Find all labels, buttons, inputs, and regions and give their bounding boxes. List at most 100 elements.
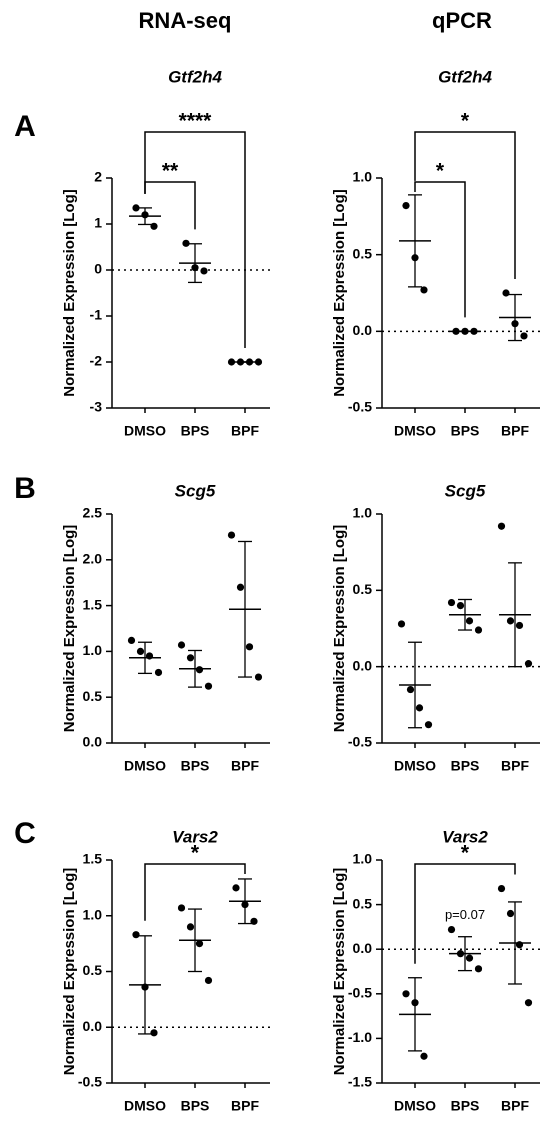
data-point	[195, 666, 204, 674]
data-point	[195, 940, 204, 948]
y-tick-label: 0	[94, 261, 102, 277]
y-tick-label: 1.0	[353, 169, 373, 185]
data-point	[154, 668, 163, 677]
data-point	[420, 286, 428, 294]
data-point	[520, 332, 528, 340]
x-tick-label: BPS	[181, 758, 210, 774]
data-point	[132, 204, 140, 212]
data-point	[254, 673, 263, 681]
y-tick-label: -0.5	[348, 399, 372, 415]
data-point	[186, 654, 195, 662]
data-point	[497, 884, 506, 893]
x-tick-label: BPS	[451, 1098, 480, 1114]
y-tick-label: 2	[94, 169, 102, 185]
significance-label: *	[191, 842, 200, 865]
data-point	[182, 239, 190, 247]
x-tick-label: DMSO	[394, 1098, 436, 1114]
significance-bracket	[144, 131, 246, 348]
chart-title: Gtf2h4	[438, 67, 492, 86]
data-point	[232, 884, 240, 892]
chart-title: Gtf2h4	[168, 67, 222, 86]
data-point	[420, 1052, 428, 1060]
y-axis-label: Normalized Expression [Log]	[331, 868, 348, 1076]
y-tick-label: 0.5	[353, 895, 373, 911]
chart-title: Scg5	[445, 481, 486, 500]
y-tick-label: 1.5	[83, 596, 103, 612]
y-tick-label: -1	[90, 307, 103, 323]
y-axis-label: Normalized Expression [Log]	[331, 189, 348, 397]
significance-bracket	[414, 131, 516, 279]
data-point	[150, 1029, 158, 1037]
data-point	[406, 685, 415, 694]
y-tick-label: -1.5	[348, 1074, 372, 1090]
y-axis-label: Normalized Expression [Log]	[61, 868, 78, 1076]
data-point	[524, 999, 533, 1007]
data-point	[447, 598, 456, 607]
significance-bracket	[414, 863, 516, 964]
y-tick-label: 0.5	[83, 962, 103, 978]
annotation: p=0.07	[445, 907, 485, 922]
data-point	[474, 626, 483, 634]
y-tick-label: 0.0	[83, 1018, 103, 1034]
x-tick-label: BPF	[231, 758, 259, 774]
y-axis-label: Normalized Expression [Log]	[331, 525, 348, 733]
data-point	[465, 954, 474, 962]
data-point	[524, 660, 533, 668]
data-point	[204, 682, 213, 690]
chart-title: Vars2	[172, 827, 218, 846]
chart-title: Scg5	[175, 481, 216, 500]
data-point	[150, 222, 158, 230]
significance-bracket	[144, 863, 246, 921]
chart-title: Vars2	[442, 827, 488, 846]
x-tick-label: DMSO	[394, 423, 436, 439]
y-tick-label: 1.0	[353, 851, 373, 867]
y-tick-label: 1.0	[353, 505, 373, 521]
x-tick-label: BPS	[451, 758, 480, 774]
column-header: qPCR	[432, 8, 492, 33]
y-tick-label: -3	[90, 399, 103, 415]
y-tick-label: 0.5	[353, 581, 373, 597]
significance-label: *	[436, 160, 445, 183]
data-point	[424, 721, 433, 729]
y-axis-label: Normalized Expression [Log]	[61, 189, 78, 397]
data-point	[474, 965, 483, 973]
data-point	[515, 621, 524, 630]
data-point	[177, 641, 186, 649]
data-point	[502, 289, 510, 297]
y-tick-label: 2.0	[83, 551, 103, 567]
significance-label: ****	[179, 110, 213, 133]
data-point	[465, 617, 474, 625]
data-point	[177, 904, 186, 912]
data-point	[245, 643, 254, 651]
data-point	[397, 620, 406, 628]
panel-letter: A	[14, 110, 36, 143]
x-tick-label: BPS	[451, 423, 480, 439]
x-tick-label: BPF	[501, 1098, 529, 1114]
significance-label: *	[461, 110, 470, 133]
y-tick-label: 1	[94, 215, 102, 231]
x-tick-label: BPS	[181, 423, 210, 439]
y-tick-label: 1.5	[83, 851, 103, 867]
x-tick-label: BPS	[181, 1098, 210, 1114]
data-point	[456, 602, 465, 610]
y-axis-label: Normalized Expression [Log]	[61, 525, 78, 733]
y-tick-label: -1.0	[348, 1029, 372, 1045]
data-point	[204, 976, 213, 985]
y-tick-label: 0.5	[83, 688, 103, 704]
significance-label: *	[461, 842, 470, 865]
y-tick-label: 0.0	[353, 940, 373, 956]
data-point	[127, 636, 136, 645]
y-tick-label: -0.5	[348, 734, 372, 750]
data-point	[402, 202, 410, 210]
y-tick-label: 0.5	[353, 245, 373, 261]
data-point	[186, 923, 195, 931]
y-tick-label: -0.5	[348, 985, 372, 1001]
significance-bracket	[414, 181, 466, 318]
data-point	[497, 522, 506, 530]
data-point	[132, 931, 140, 939]
data-point	[136, 647, 145, 656]
y-tick-label: 1.0	[83, 906, 103, 922]
y-tick-label: -0.5	[78, 1074, 102, 1090]
data-point	[506, 909, 515, 918]
